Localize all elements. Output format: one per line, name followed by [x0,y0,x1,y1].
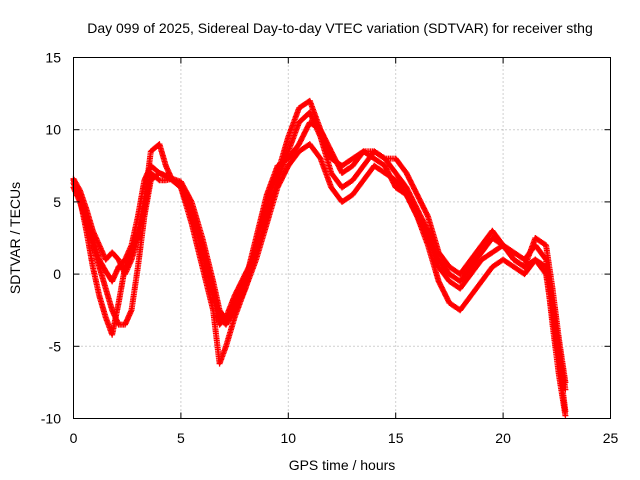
data-point [223,317,230,324]
data-point [228,306,235,313]
y-tick-label: 10 [45,122,61,138]
data-point [228,305,235,312]
data-point [225,311,232,318]
y-tick-label: -10 [41,411,61,427]
data-point [223,315,230,322]
data-point [155,176,162,183]
grid [73,57,611,419]
data-point [230,302,237,309]
data-point [76,186,83,193]
chart-title: Day 099 of 2025, Sidereal Day-to-day VTE… [87,20,593,36]
y-axis-label: SDTVAR / TECUs [7,182,23,294]
data-point [226,310,233,317]
data-points [70,97,569,419]
x-tick-label: 0 [70,430,78,446]
y-tick-label: 5 [53,194,61,210]
plot-frame [73,57,611,419]
data-point [562,379,569,386]
data-point [224,313,231,320]
x-tick-label: 10 [281,430,297,446]
data-point [226,309,233,316]
y-tick-label: -5 [49,338,62,354]
series-track-3 [70,141,569,419]
x-tick-label: 15 [388,430,404,446]
data-point [187,197,194,204]
x-tick-label: 25 [603,430,619,446]
data-point [229,303,236,310]
data-point [562,386,569,393]
data-point [380,154,387,161]
data-point [224,314,231,321]
series-track-4 [70,119,569,386]
y-tick-label: 15 [45,50,61,66]
data-point [562,412,569,419]
series-track-1 [70,97,569,415]
x-tick-label: 20 [495,430,511,446]
x-axis-label: GPS time / hours [289,457,396,473]
x-tick-label: 5 [177,430,185,446]
data-point [227,307,234,314]
axis-ticks: 0 5 10 15 20 25 -10 -5 0 5 10 15 [41,50,619,447]
y-tick-label: 0 [53,266,61,282]
